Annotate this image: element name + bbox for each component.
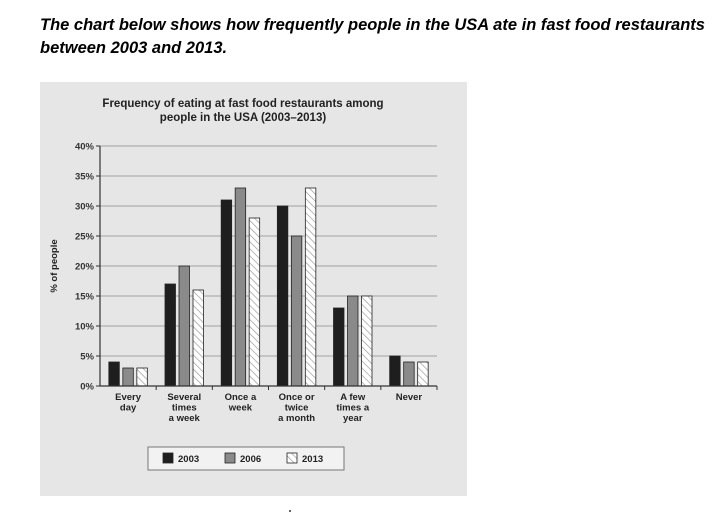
bar-2006 bbox=[347, 295, 359, 387]
legend-label-2006: 2006 bbox=[240, 454, 261, 465]
x-category-label: year bbox=[343, 413, 363, 424]
legend-label-2013: 2013 bbox=[302, 454, 323, 465]
x-category-label: day bbox=[120, 403, 137, 414]
x-category-label: A few bbox=[340, 392, 366, 403]
y-tick-label: 0% bbox=[80, 382, 94, 393]
x-category-label: Once or bbox=[279, 392, 315, 403]
bar-2006 bbox=[178, 265, 190, 387]
bar-2003 bbox=[276, 205, 289, 387]
bar-2006 bbox=[403, 361, 415, 387]
bar-2003 bbox=[108, 361, 120, 387]
bar-2003 bbox=[164, 283, 176, 387]
bar-2006 bbox=[290, 235, 303, 387]
bar-2003 bbox=[333, 307, 345, 387]
x-category-label: a month bbox=[278, 413, 315, 424]
chart-title-line: people in the USA (2003–2013) bbox=[160, 112, 327, 124]
bar-2013 bbox=[417, 361, 429, 387]
stray-dot bbox=[289, 510, 291, 512]
chart-card: Frequency of eating at fast food restaur… bbox=[40, 82, 467, 496]
y-tick-label: 20% bbox=[75, 262, 95, 273]
x-category-label: times a bbox=[336, 403, 369, 414]
bar-2006 bbox=[234, 187, 247, 387]
bar-2013 bbox=[361, 295, 373, 387]
x-category-label: times bbox=[172, 403, 197, 414]
bar-chart: Frequency of eating at fast food restaur… bbox=[49, 98, 438, 471]
bar-2003 bbox=[220, 199, 233, 387]
bar-2006 bbox=[122, 367, 134, 387]
y-tick-label: 30% bbox=[75, 202, 95, 213]
y-tick-label: 40% bbox=[75, 142, 95, 153]
bar-2013 bbox=[304, 187, 317, 387]
y-tick-label: 35% bbox=[75, 172, 95, 183]
x-category-label: Once a bbox=[225, 392, 257, 403]
legend-swatch-2006 bbox=[224, 452, 236, 464]
bar-2013 bbox=[248, 217, 261, 387]
bar-2003 bbox=[389, 355, 401, 387]
x-category-label: Never bbox=[396, 392, 423, 403]
y-tick-label: 5% bbox=[80, 352, 94, 363]
bar-2013 bbox=[136, 367, 148, 387]
y-tick-label: 10% bbox=[75, 322, 95, 333]
legend-swatch-2003 bbox=[162, 452, 174, 464]
bar-2013 bbox=[192, 289, 204, 387]
x-category-label: Every bbox=[115, 392, 142, 403]
x-category-label: a week bbox=[169, 413, 201, 424]
y-axis-title: % of people bbox=[49, 239, 60, 292]
y-tick-label: 15% bbox=[75, 292, 95, 303]
x-category-label: twice bbox=[285, 403, 309, 414]
x-category-label: week bbox=[228, 403, 253, 414]
legend-swatch-2013 bbox=[286, 452, 298, 464]
page-heading: The chart below shows how frequently peo… bbox=[40, 16, 705, 57]
y-tick-label: 25% bbox=[75, 232, 95, 243]
legend-label-2003: 2003 bbox=[178, 454, 199, 465]
chart-title-line: Frequency of eating at fast food restaur… bbox=[102, 98, 383, 110]
x-category-label: Several bbox=[167, 392, 201, 403]
